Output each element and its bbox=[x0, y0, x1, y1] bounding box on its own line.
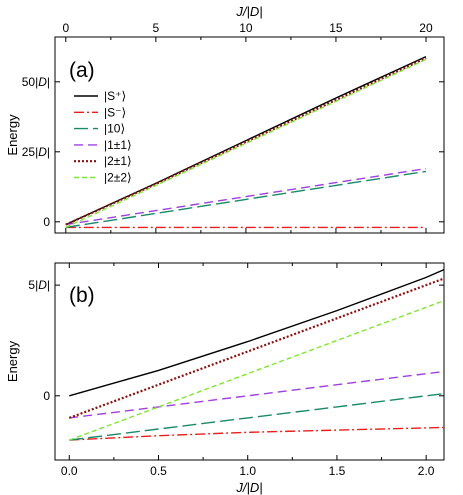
panel-a: 0 5 10 15 20 0 25|D| 50|D| Energy J/|D| (a) |S⁺⟩ |S⁻… bbox=[5, 4, 445, 234]
y-tick-label: 25|D| bbox=[22, 145, 50, 159]
x-tick-label: 0 bbox=[62, 21, 69, 35]
y-axis-label: Energy bbox=[5, 114, 20, 156]
legend-entry: |2±1⟩ bbox=[104, 154, 132, 168]
series-group bbox=[65, 55, 427, 229]
series-line-0 bbox=[65, 55, 427, 226]
x-tick-label: 1.0 bbox=[239, 464, 256, 478]
series-line-0 bbox=[69, 268, 444, 397]
x-tick-label: 0.5 bbox=[150, 464, 167, 478]
panel-label: (a) bbox=[69, 59, 95, 82]
y-tick-label: 0 bbox=[43, 215, 50, 229]
series-line-3 bbox=[65, 167, 427, 226]
series-line-2 bbox=[65, 170, 427, 229]
y-tick-label: 5|D| bbox=[28, 278, 50, 292]
x-tick-label: 0.0 bbox=[61, 464, 78, 478]
legend-entry: |1±1⟩ bbox=[104, 138, 132, 152]
series-line-2 bbox=[69, 392, 444, 441]
x-axis-label: J/|D| bbox=[235, 4, 262, 19]
series-line-3 bbox=[69, 370, 444, 419]
x-tick-label: 5 bbox=[153, 21, 160, 35]
legend-entry: |2±2⟩ bbox=[104, 171, 132, 185]
series-line-5 bbox=[69, 299, 444, 441]
y-tick-label: 50|D| bbox=[22, 75, 50, 89]
legend-entry: |S⁻⟩ bbox=[104, 105, 126, 119]
x-axis-label: J/|D| bbox=[235, 480, 262, 495]
legend: |S⁺⟩ |S⁻⟩ |10⟩ |1±1⟩ |2±1⟩ |2±2⟩ bbox=[74, 89, 132, 185]
plot-frame bbox=[54, 36, 445, 234]
panel-b: 0.0 0.5 1.0 1.5 2.0 0 5|D| Energy J/|D| (b) bbox=[5, 262, 445, 495]
series-line-1 bbox=[69, 426, 444, 441]
legend-entry: |S⁺⟩ bbox=[104, 89, 126, 103]
series-line-4 bbox=[65, 57, 427, 226]
y-tick-label: 0 bbox=[43, 389, 50, 403]
x-tick-label: 1.5 bbox=[329, 464, 346, 478]
y-axis-label: Energy bbox=[5, 340, 20, 382]
panel-label: (b) bbox=[69, 284, 95, 307]
x-tick-label: 2.0 bbox=[418, 464, 435, 478]
series-line-5 bbox=[65, 58, 427, 229]
x-tick-label: 20 bbox=[419, 21, 433, 35]
series-group bbox=[68, 268, 444, 441]
legend-entry: |10⟩ bbox=[104, 122, 125, 136]
x-tick-label: 15 bbox=[329, 21, 343, 35]
plot-frame bbox=[54, 262, 445, 461]
x-tick-label: 10 bbox=[239, 21, 253, 35]
series-line-4 bbox=[68, 277, 444, 419]
